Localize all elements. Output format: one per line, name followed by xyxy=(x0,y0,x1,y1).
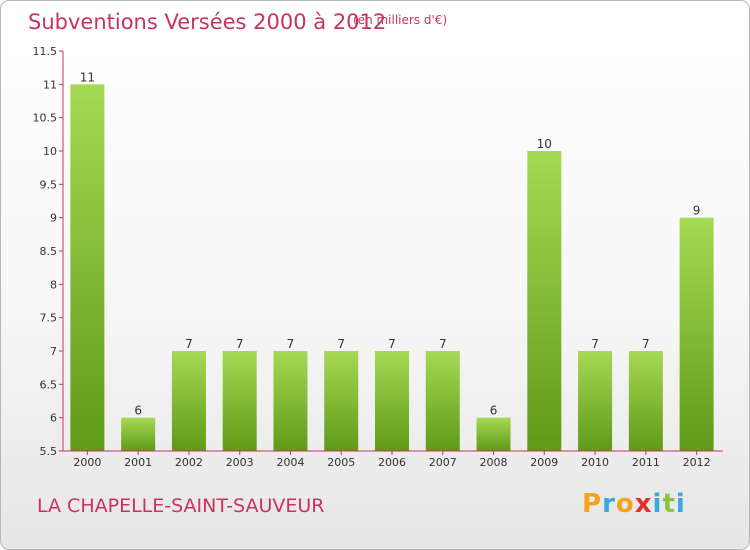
x-tick-label: 2001 xyxy=(124,456,152,469)
y-tick-label: 7 xyxy=(50,345,57,358)
logo-letter: t xyxy=(662,489,676,519)
bar-2002 xyxy=(171,351,206,451)
proxiti-logo: Proxiti xyxy=(582,489,686,519)
y-tick-label: 7.5 xyxy=(40,312,58,325)
y-tick-label: 6 xyxy=(50,412,57,425)
bar-value-label: 9 xyxy=(693,204,701,218)
bar-value-label: 6 xyxy=(134,404,142,418)
logo-letter: i xyxy=(675,489,686,519)
x-tick-label: 2010 xyxy=(581,456,609,469)
chart-subtitle: (en milliers d'€) xyxy=(353,13,448,27)
bar-value-label: 10 xyxy=(537,137,552,151)
bar-2003 xyxy=(222,351,257,451)
x-tick-label: 2005 xyxy=(327,456,355,469)
bar-value-label: 11 xyxy=(80,70,95,84)
logo-letter: o xyxy=(615,489,635,519)
bar-2004 xyxy=(273,351,308,451)
y-tick-label: 8 xyxy=(50,278,57,291)
y-tick-label: 6.5 xyxy=(40,378,58,391)
bar-value-label: 7 xyxy=(439,337,447,351)
bar-value-label: 7 xyxy=(287,337,295,351)
x-tick-label: 2003 xyxy=(226,456,254,469)
y-tick-label: 10.5 xyxy=(33,112,58,125)
x-tick-label: 2008 xyxy=(480,456,508,469)
bar-2008 xyxy=(476,417,511,451)
bar-2005 xyxy=(324,351,359,451)
logo-letter: r xyxy=(602,489,616,519)
x-tick-label: 2011 xyxy=(632,456,660,469)
y-tick-label: 11.5 xyxy=(33,45,58,58)
y-tick-label: 9.5 xyxy=(40,178,58,191)
logo-letter: i xyxy=(652,489,663,519)
y-tick-label: 9 xyxy=(50,212,57,225)
logo-letter: P xyxy=(582,489,603,519)
chart-title: Subventions Versées 2000 à 2012 xyxy=(28,10,387,34)
logo-letter: x xyxy=(634,489,653,519)
y-tick-label: 10 xyxy=(43,145,57,158)
y-tick-label: 11 xyxy=(43,78,57,91)
bar-2011 xyxy=(628,351,663,451)
commune-name: LA CHAPELLE-SAINT-SAUVEUR xyxy=(37,495,325,517)
bar-2000 xyxy=(70,84,105,451)
bar-value-label: 7 xyxy=(337,337,345,351)
x-tick-label: 2007 xyxy=(429,456,457,469)
bar-2009 xyxy=(527,151,562,451)
x-tick-label: 2012 xyxy=(683,456,711,469)
bar-2010 xyxy=(578,351,613,451)
x-tick-label: 2000 xyxy=(73,456,101,469)
y-tick-label: 8.5 xyxy=(40,245,58,258)
bar-value-label: 7 xyxy=(236,337,244,351)
x-tick-label: 2004 xyxy=(276,456,304,469)
x-tick-label: 2009 xyxy=(530,456,558,469)
bar-value-label: 6 xyxy=(490,404,498,418)
bar-2012 xyxy=(679,217,714,451)
bar-value-label: 7 xyxy=(642,337,650,351)
bar-value-label: 7 xyxy=(591,337,599,351)
bar-value-label: 7 xyxy=(185,337,193,351)
x-tick-label: 2002 xyxy=(175,456,203,469)
bar-2007 xyxy=(425,351,460,451)
y-tick-label: 5.5 xyxy=(40,445,58,458)
bar-2001 xyxy=(121,417,156,451)
x-tick-label: 2006 xyxy=(378,456,406,469)
bar-value-label: 7 xyxy=(388,337,396,351)
bar-2006 xyxy=(375,351,409,451)
